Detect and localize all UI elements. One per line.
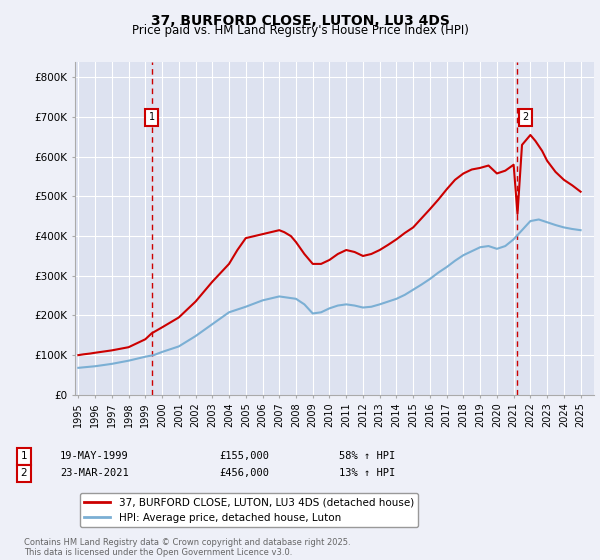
Text: £155,000: £155,000 xyxy=(219,451,269,461)
Text: 37, BURFORD CLOSE, LUTON, LU3 4DS: 37, BURFORD CLOSE, LUTON, LU3 4DS xyxy=(151,14,449,28)
Text: 1: 1 xyxy=(149,112,155,122)
Text: 58% ↑ HPI: 58% ↑ HPI xyxy=(339,451,395,461)
Text: 1: 1 xyxy=(20,451,28,461)
Legend: 37, BURFORD CLOSE, LUTON, LU3 4DS (detached house), HPI: Average price, detached: 37, BURFORD CLOSE, LUTON, LU3 4DS (detac… xyxy=(80,493,418,527)
Text: 23-MAR-2021: 23-MAR-2021 xyxy=(60,468,129,478)
Text: Contains HM Land Registry data © Crown copyright and database right 2025.
This d: Contains HM Land Registry data © Crown c… xyxy=(24,538,350,557)
Text: Price paid vs. HM Land Registry's House Price Index (HPI): Price paid vs. HM Land Registry's House … xyxy=(131,24,469,37)
Text: 19-MAY-1999: 19-MAY-1999 xyxy=(60,451,129,461)
Text: 13% ↑ HPI: 13% ↑ HPI xyxy=(339,468,395,478)
Text: 2: 2 xyxy=(523,112,529,122)
Text: £456,000: £456,000 xyxy=(219,468,269,478)
Text: 2: 2 xyxy=(20,468,28,478)
